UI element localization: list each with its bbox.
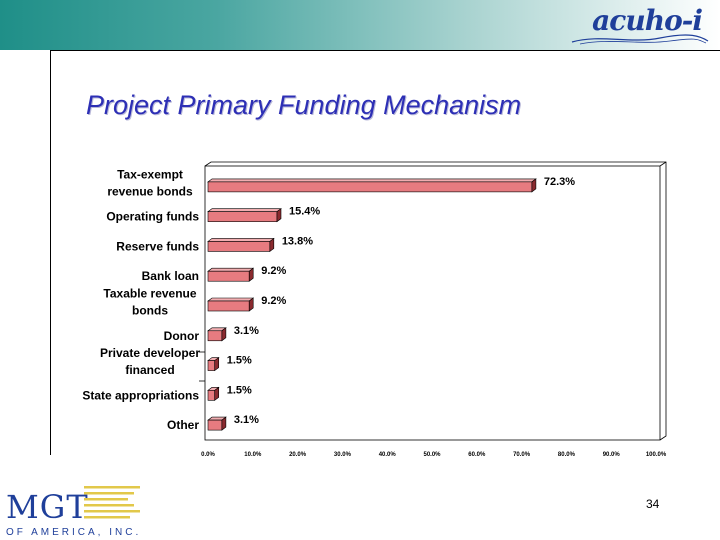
x-tick-label: 0.0% xyxy=(201,452,215,458)
value-label: 1.5% xyxy=(227,384,252,396)
value-label: 13.8% xyxy=(282,235,313,247)
bar-top-face xyxy=(207,178,537,183)
x-tick-label: 50.0% xyxy=(423,452,441,458)
bar-side-face xyxy=(221,416,227,431)
x-tick-label: 30.0% xyxy=(334,452,352,458)
page-number: 34 xyxy=(646,497,660,511)
category-label: bonds xyxy=(132,304,168,318)
bar-side-face xyxy=(276,208,282,223)
bar-side-face xyxy=(531,178,537,193)
header-rule xyxy=(50,50,720,51)
category-label: Taxable revenue xyxy=(103,287,196,301)
category-label: State appropriations xyxy=(82,388,199,402)
bar xyxy=(207,386,220,401)
x-tick-label: 100.0% xyxy=(646,452,667,458)
category-label: revenue bonds xyxy=(107,184,193,198)
value-label: 3.1% xyxy=(234,325,259,337)
bar xyxy=(207,327,227,342)
bar-top-face xyxy=(207,238,275,242)
category-label: Reserve funds xyxy=(116,239,199,253)
bar-side-face xyxy=(269,237,275,253)
bar-top-face xyxy=(207,208,282,212)
left-margin-bar xyxy=(0,50,51,455)
bar-top-face xyxy=(207,267,255,272)
acuho-logo: acuho-i xyxy=(592,4,703,37)
value-label: 9.2% xyxy=(261,295,286,307)
bar-front-face xyxy=(207,241,271,252)
x-tick-label: 20.0% xyxy=(289,452,307,458)
bar-side-face xyxy=(221,327,227,342)
value-label: 3.1% xyxy=(234,414,259,426)
bar-front-face xyxy=(207,181,533,193)
x-tick-label: 60.0% xyxy=(468,452,486,458)
mgt-logo-stripes-icon xyxy=(84,486,140,519)
bar-front-face xyxy=(207,330,223,342)
x-tick-label: 90.0% xyxy=(603,452,621,458)
x-tick-label: 40.0% xyxy=(379,452,397,458)
category-label: Tax-exempt xyxy=(117,167,183,181)
mgt-logo-subtitle: OF AMERICA, INC. xyxy=(6,527,142,538)
value-label: 72.3% xyxy=(544,176,575,188)
bar-top-face xyxy=(207,297,255,302)
value-label: 9.2% xyxy=(261,265,286,277)
bar-side-face xyxy=(214,386,220,401)
bar xyxy=(207,208,282,223)
category-label: Bank loan xyxy=(142,269,199,283)
bar-side-face xyxy=(248,267,254,282)
bar-side-face xyxy=(214,356,220,372)
bar xyxy=(207,416,227,431)
bar-front-face xyxy=(207,390,216,401)
x-tick-label: 80.0% xyxy=(558,452,576,458)
mgt-logo-text: MGT xyxy=(6,488,89,526)
value-label: 15.4% xyxy=(289,206,320,218)
value-label: 1.5% xyxy=(227,355,252,367)
bar xyxy=(207,237,275,253)
x-tick-label: 70.0% xyxy=(513,452,531,458)
plot-depth-corner xyxy=(659,161,667,167)
bar xyxy=(207,267,255,282)
bar-front-face xyxy=(207,300,250,312)
category-label: Other xyxy=(167,418,199,432)
bar xyxy=(207,297,255,312)
bar-front-face xyxy=(207,419,223,431)
category-label: financed xyxy=(125,363,174,377)
category-label: Operating funds xyxy=(106,210,199,224)
slide-title: Project Primary Funding Mechanism xyxy=(86,90,522,120)
bar-front-face xyxy=(207,211,278,222)
bar xyxy=(207,356,220,372)
bar-front-face xyxy=(207,360,216,371)
x-tick-label: 10.0% xyxy=(244,452,262,458)
category-label: Donor xyxy=(164,329,200,343)
bar-front-face xyxy=(207,270,250,282)
swoosh-icon xyxy=(571,34,709,45)
category-label: Private developer xyxy=(100,346,200,360)
bar-side-face xyxy=(248,297,254,312)
bar xyxy=(207,178,537,193)
